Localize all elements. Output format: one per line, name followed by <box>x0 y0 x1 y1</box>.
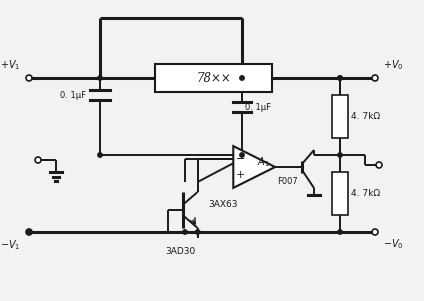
Circle shape <box>240 76 244 80</box>
Circle shape <box>338 76 342 80</box>
Text: $-V_0$: $-V_0$ <box>383 237 404 251</box>
Circle shape <box>98 153 102 157</box>
Circle shape <box>183 230 187 234</box>
Circle shape <box>376 162 382 168</box>
Bar <box>332 95 348 138</box>
Circle shape <box>195 230 200 234</box>
Text: 3AX63: 3AX63 <box>208 200 237 209</box>
Circle shape <box>338 76 342 80</box>
Circle shape <box>98 76 102 80</box>
Circle shape <box>372 229 378 235</box>
Circle shape <box>26 75 32 81</box>
Text: $-V_1$: $-V_1$ <box>0 238 20 252</box>
Circle shape <box>35 157 41 163</box>
Text: 0. 1μF: 0. 1μF <box>245 103 271 111</box>
Text: 0. 1μF: 0. 1μF <box>60 91 86 100</box>
Text: 4. 7kΩ: 4. 7kΩ <box>351 112 380 121</box>
Text: 3AD30: 3AD30 <box>165 247 195 256</box>
Text: 78××: 78×× <box>196 72 231 85</box>
Text: +: + <box>236 170 245 180</box>
Text: 4. 7kΩ: 4. 7kΩ <box>351 189 380 198</box>
Bar <box>155 64 272 92</box>
Circle shape <box>338 153 342 157</box>
Polygon shape <box>233 146 275 188</box>
Circle shape <box>27 230 31 234</box>
Bar <box>332 172 348 215</box>
Text: $+V_0$: $+V_0$ <box>383 58 404 72</box>
Text: $+V_1$: $+V_1$ <box>0 58 20 72</box>
Circle shape <box>338 230 342 234</box>
Circle shape <box>372 75 378 81</box>
Text: −: − <box>236 154 245 164</box>
Text: F007: F007 <box>277 176 298 185</box>
Circle shape <box>26 229 32 235</box>
Circle shape <box>240 153 244 157</box>
Text: $A_1$: $A_1$ <box>257 155 269 169</box>
